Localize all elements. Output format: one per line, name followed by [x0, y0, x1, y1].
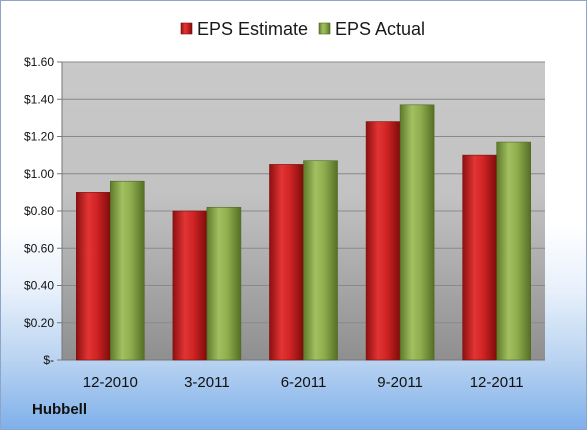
legend-label: EPS Actual — [335, 19, 425, 39]
x-category-label: 12-2010 — [83, 374, 138, 391]
y-tick-label: $1.20 — [24, 130, 54, 144]
bar-eps-actual — [399, 104, 435, 361]
y-tick-label: $1.60 — [24, 55, 54, 69]
y-tick-label: $1.40 — [24, 92, 54, 106]
y-tick-label: $- — [43, 353, 54, 367]
legend-swatch — [180, 22, 193, 35]
y-tick-label: $1.00 — [24, 167, 54, 181]
bar-eps-actual — [206, 206, 242, 361]
company-name: Hubbell — [32, 401, 87, 418]
bar-eps-estimate — [172, 210, 208, 361]
x-category-label: 9-2011 — [377, 374, 423, 391]
x-category-label: 3-2011 — [184, 374, 230, 391]
y-tick-label: $0.60 — [24, 241, 54, 255]
legend-label: EPS Estimate — [197, 19, 308, 39]
bar-eps-actual — [303, 160, 338, 361]
bar-eps-actual — [110, 180, 145, 361]
bar-eps-estimate — [365, 121, 401, 361]
bar-eps-estimate — [462, 154, 498, 361]
x-category-label: 12-2011 — [470, 374, 524, 391]
x-category-label: 6-2011 — [281, 374, 327, 391]
y-tick-label: $0.40 — [24, 279, 54, 293]
legend-swatch — [318, 22, 331, 35]
bar-eps-estimate — [76, 192, 111, 361]
y-tick-label: $0.80 — [24, 204, 54, 218]
bar-eps-estimate — [269, 164, 304, 361]
y-tick-label: $0.20 — [24, 316, 54, 330]
bar-eps-actual — [496, 141, 532, 361]
